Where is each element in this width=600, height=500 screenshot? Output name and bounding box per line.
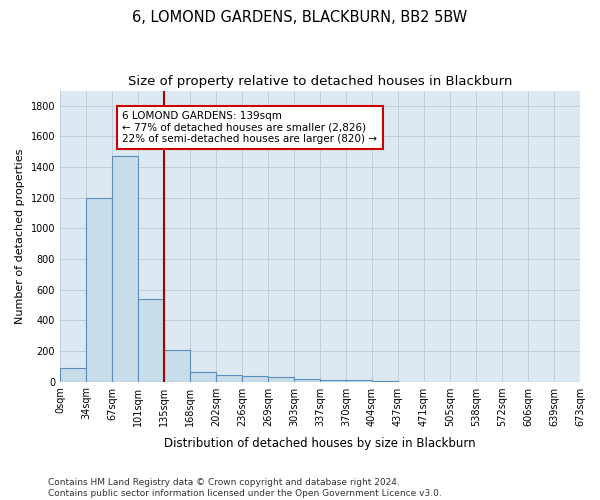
- Y-axis label: Number of detached properties: Number of detached properties: [15, 148, 25, 324]
- Bar: [112, 156, 138, 382]
- X-axis label: Distribution of detached houses by size in Blackburn: Distribution of detached houses by size …: [164, 437, 476, 450]
- Bar: [268, 377, 294, 382]
- Bar: [346, 380, 372, 382]
- Bar: [60, 368, 86, 382]
- Bar: [320, 380, 346, 382]
- Text: Contains HM Land Registry data © Crown copyright and database right 2024.
Contai: Contains HM Land Registry data © Crown c…: [48, 478, 442, 498]
- Bar: [138, 299, 164, 382]
- Bar: [190, 372, 216, 382]
- Text: 6, LOMOND GARDENS, BLACKBURN, BB2 5BW: 6, LOMOND GARDENS, BLACKBURN, BB2 5BW: [133, 10, 467, 25]
- Bar: [294, 379, 320, 382]
- Bar: [242, 376, 268, 382]
- Bar: [164, 350, 190, 382]
- Bar: [216, 374, 242, 382]
- Title: Size of property relative to detached houses in Blackburn: Size of property relative to detached ho…: [128, 75, 512, 88]
- Bar: [372, 381, 398, 382]
- Text: 6 LOMOND GARDENS: 139sqm
← 77% of detached houses are smaller (2,826)
22% of sem: 6 LOMOND GARDENS: 139sqm ← 77% of detach…: [122, 111, 377, 144]
- Bar: [86, 198, 112, 382]
